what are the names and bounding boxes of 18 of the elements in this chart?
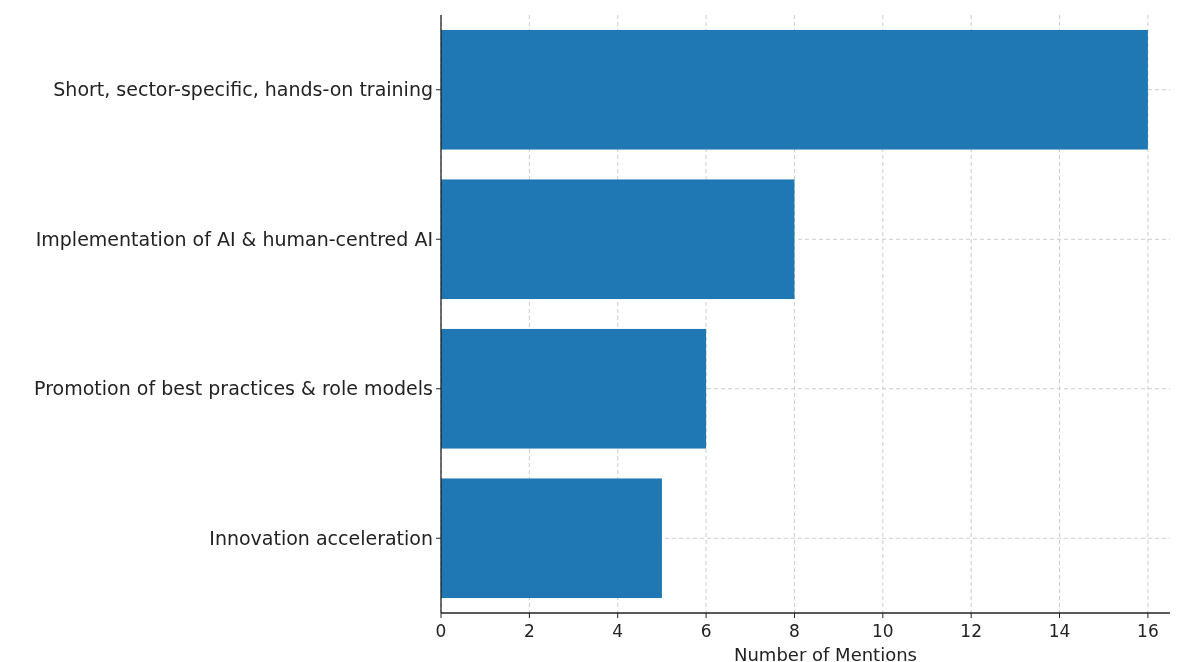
x-tick-label: 2 xyxy=(523,621,535,641)
x-axis-title: Number of Mentions xyxy=(734,644,917,662)
bar xyxy=(441,328,707,449)
x-tick-label: 12 xyxy=(960,621,982,641)
bar xyxy=(441,478,662,599)
y-tick-label: Short, sector-specific, hands-on training xyxy=(53,78,433,101)
x-tick-label: 4 xyxy=(612,621,624,641)
x-tick-label: 14 xyxy=(1048,621,1071,641)
bar xyxy=(441,29,1148,150)
y-tick-label: Implementation of AI & human-centred AI xyxy=(35,227,433,250)
y-tick-label: Promotion of best practices & role models xyxy=(34,377,433,400)
bar xyxy=(441,179,795,300)
x-tick-label: 10 xyxy=(872,621,894,641)
x-tick-label: 8 xyxy=(789,621,800,641)
x-tick-label: 6 xyxy=(700,621,712,641)
x-tick-label: 16 xyxy=(1137,621,1159,641)
x-tick-label: 0 xyxy=(435,621,447,641)
y-tick-label: Innovation acceleration xyxy=(209,526,433,549)
